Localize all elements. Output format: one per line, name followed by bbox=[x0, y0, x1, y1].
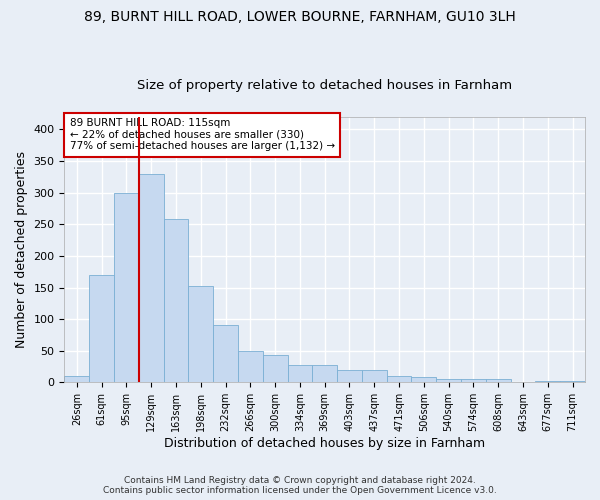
Bar bbox=[412, 376, 436, 382]
Bar bbox=[238, 350, 263, 382]
Bar bbox=[436, 379, 461, 382]
Bar bbox=[386, 376, 412, 382]
Y-axis label: Number of detached properties: Number of detached properties bbox=[15, 151, 28, 348]
Text: Contains HM Land Registry data © Crown copyright and database right 2024.
Contai: Contains HM Land Registry data © Crown c… bbox=[103, 476, 497, 495]
Text: 89 BURNT HILL ROAD: 115sqm
← 22% of detached houses are smaller (330)
77% of sem: 89 BURNT HILL ROAD: 115sqm ← 22% of deta… bbox=[70, 118, 335, 152]
Bar bbox=[560, 381, 585, 382]
Bar bbox=[139, 174, 164, 382]
Bar bbox=[486, 379, 511, 382]
Bar bbox=[263, 355, 287, 382]
Bar bbox=[362, 370, 386, 382]
Text: 89, BURNT HILL ROAD, LOWER BOURNE, FARNHAM, GU10 3LH: 89, BURNT HILL ROAD, LOWER BOURNE, FARNH… bbox=[84, 10, 516, 24]
Bar bbox=[461, 379, 486, 382]
Title: Size of property relative to detached houses in Farnham: Size of property relative to detached ho… bbox=[137, 79, 512, 92]
Bar bbox=[164, 219, 188, 382]
Bar bbox=[313, 366, 337, 382]
Bar bbox=[213, 326, 238, 382]
X-axis label: Distribution of detached houses by size in Farnham: Distribution of detached houses by size … bbox=[164, 437, 485, 450]
Bar bbox=[188, 286, 213, 382]
Bar bbox=[337, 370, 362, 382]
Bar bbox=[89, 275, 114, 382]
Bar bbox=[287, 366, 313, 382]
Bar bbox=[114, 192, 139, 382]
Bar bbox=[535, 381, 560, 382]
Bar bbox=[64, 376, 89, 382]
